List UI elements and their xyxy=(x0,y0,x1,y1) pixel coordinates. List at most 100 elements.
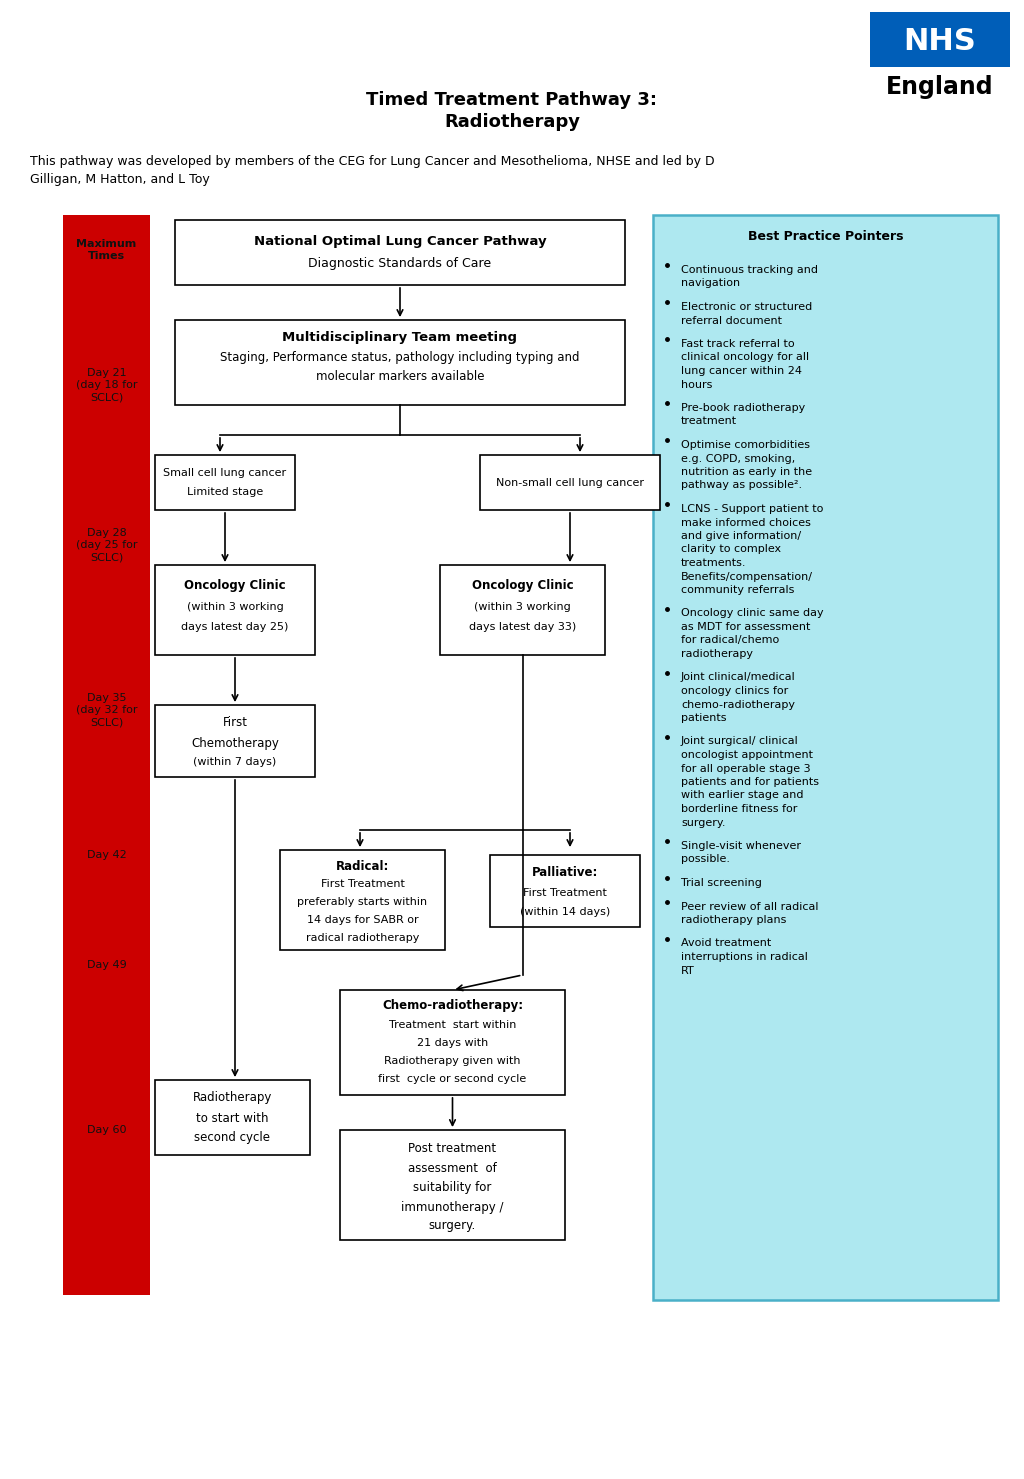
Text: Timed Treatment Pathway 3:: Timed Treatment Pathway 3: xyxy=(367,92,657,109)
Text: Fast track referral to: Fast track referral to xyxy=(681,339,795,349)
Text: (within 3 working: (within 3 working xyxy=(186,602,284,612)
Bar xyxy=(480,456,660,510)
Text: oncologist appointment: oncologist appointment xyxy=(681,750,813,760)
Text: 21 days with: 21 days with xyxy=(417,1038,488,1049)
Text: LCNS - Support patient to: LCNS - Support patient to xyxy=(681,504,823,515)
Text: Electronic or structured: Electronic or structured xyxy=(681,302,812,312)
Text: Day 49: Day 49 xyxy=(87,960,126,970)
Text: Treatment  start within: Treatment start within xyxy=(389,1021,516,1029)
Text: referral document: referral document xyxy=(681,315,782,325)
Text: interruptions in radical: interruptions in radical xyxy=(681,952,808,961)
Text: 14 days for SABR or: 14 days for SABR or xyxy=(306,916,419,924)
Text: patients: patients xyxy=(681,713,726,723)
Text: Radiotherapy given with: Radiotherapy given with xyxy=(384,1056,521,1066)
Bar xyxy=(155,565,315,655)
Text: assessment  of: assessment of xyxy=(409,1161,497,1174)
Text: Benefits/compensation/: Benefits/compensation/ xyxy=(681,571,813,581)
Text: Day 60: Day 60 xyxy=(87,1126,126,1134)
Text: nutrition as early in the: nutrition as early in the xyxy=(681,467,812,478)
Text: Multidisciplinary Team meeting: Multidisciplinary Team meeting xyxy=(283,331,517,345)
Text: Radical:: Radical: xyxy=(336,859,389,873)
Text: second cycle: second cycle xyxy=(195,1130,270,1143)
Text: First: First xyxy=(222,716,248,729)
Text: Avoid treatment: Avoid treatment xyxy=(681,939,771,948)
Text: for radical/chemo: for radical/chemo xyxy=(681,636,779,645)
Text: Best Practice Pointers: Best Practice Pointers xyxy=(748,231,903,244)
Text: Post treatment: Post treatment xyxy=(409,1142,497,1155)
Text: e.g. COPD, smoking,: e.g. COPD, smoking, xyxy=(681,454,796,463)
Text: treatments.: treatments. xyxy=(681,558,746,568)
Text: with earlier stage and: with earlier stage and xyxy=(681,790,804,800)
Text: This pathway was developed by members of the CEG for Lung Cancer and Mesotheliom: This pathway was developed by members of… xyxy=(30,155,715,186)
Bar xyxy=(870,12,1010,67)
Bar xyxy=(155,456,295,510)
Text: oncology clinics for: oncology clinics for xyxy=(681,686,788,697)
Text: as MDT for assessment: as MDT for assessment xyxy=(681,623,810,632)
Text: make informed choices: make informed choices xyxy=(681,518,811,528)
Text: Trial screening: Trial screening xyxy=(681,879,762,887)
Text: Day 21
(day 18 for
SCLC): Day 21 (day 18 for SCLC) xyxy=(76,368,137,402)
Text: Non-small cell lung cancer: Non-small cell lung cancer xyxy=(496,478,644,488)
Text: Continuous tracking and: Continuous tracking and xyxy=(681,265,818,275)
Bar xyxy=(175,319,625,405)
Text: clarity to complex: clarity to complex xyxy=(681,544,781,555)
Text: Peer review of all radical: Peer review of all radical xyxy=(681,902,818,911)
Bar xyxy=(340,989,565,1094)
Text: Palliative:: Palliative: xyxy=(531,867,598,880)
Text: (within 7 days): (within 7 days) xyxy=(194,757,276,768)
Text: Day 42: Day 42 xyxy=(87,850,126,859)
Text: Staging, Performance status, pathology including typing and: Staging, Performance status, pathology i… xyxy=(220,352,580,364)
Bar xyxy=(340,1130,565,1239)
Bar xyxy=(63,214,150,1296)
Text: Joint surgical/ clinical: Joint surgical/ clinical xyxy=(681,737,799,747)
Text: community referrals: community referrals xyxy=(681,586,795,595)
Text: first  cycle or second cycle: first cycle or second cycle xyxy=(379,1074,526,1084)
Text: surgery.: surgery. xyxy=(681,818,725,827)
Text: suitability for: suitability for xyxy=(414,1182,492,1195)
Text: navigation: navigation xyxy=(681,278,740,288)
Text: Radiotherapy: Radiotherapy xyxy=(444,112,580,132)
Text: Day 28
(day 25 for
SCLC): Day 28 (day 25 for SCLC) xyxy=(76,528,137,562)
Text: radical radiotherapy: radical radiotherapy xyxy=(306,933,419,944)
Text: chemo-radiotherapy: chemo-radiotherapy xyxy=(681,700,795,710)
Text: Small cell lung cancer: Small cell lung cancer xyxy=(164,467,287,478)
Bar xyxy=(155,705,315,776)
Text: National Optimal Lung Cancer Pathway: National Optimal Lung Cancer Pathway xyxy=(254,235,547,248)
Text: clinical oncology for all: clinical oncology for all xyxy=(681,352,809,362)
Text: to start with: to start with xyxy=(197,1112,268,1124)
Bar xyxy=(653,214,998,1300)
Text: Oncology clinic same day: Oncology clinic same day xyxy=(681,608,823,618)
Text: for all operable stage 3: for all operable stage 3 xyxy=(681,763,811,774)
Text: molecular markers available: molecular markers available xyxy=(315,370,484,383)
Bar xyxy=(280,850,445,950)
Text: radiotherapy: radiotherapy xyxy=(681,649,753,660)
Text: patients and for patients: patients and for patients xyxy=(681,776,819,787)
Text: First Treatment: First Treatment xyxy=(321,879,404,889)
Text: possible.: possible. xyxy=(681,855,730,865)
Text: First Treatment: First Treatment xyxy=(523,887,607,898)
Text: Oncology Clinic: Oncology Clinic xyxy=(184,578,286,592)
Text: days latest day 25): days latest day 25) xyxy=(181,623,289,632)
Text: RT: RT xyxy=(681,966,694,976)
Text: Chemo-radiotherapy:: Chemo-radiotherapy: xyxy=(382,1000,523,1013)
Text: Day 35
(day 32 for
SCLC): Day 35 (day 32 for SCLC) xyxy=(76,692,137,728)
Text: lung cancer within 24: lung cancer within 24 xyxy=(681,365,802,376)
Bar xyxy=(440,565,605,655)
Text: surgery.: surgery. xyxy=(429,1220,476,1232)
Text: borderline fitness for: borderline fitness for xyxy=(681,805,798,813)
Text: and give information/: and give information/ xyxy=(681,531,801,541)
Text: days latest day 33): days latest day 33) xyxy=(469,623,577,632)
Text: preferably starts within: preferably starts within xyxy=(297,896,428,907)
Text: (within 14 days): (within 14 days) xyxy=(520,907,610,917)
Text: England: England xyxy=(886,75,994,99)
Text: pathway as possible².: pathway as possible². xyxy=(681,481,802,491)
Text: Chemotherapy: Chemotherapy xyxy=(191,737,279,750)
Text: Pre-book radiotherapy: Pre-book radiotherapy xyxy=(681,402,805,413)
Text: Limited stage: Limited stage xyxy=(186,487,263,497)
Bar xyxy=(175,220,625,285)
Text: Single-visit whenever: Single-visit whenever xyxy=(681,842,801,850)
Text: Oncology Clinic: Oncology Clinic xyxy=(472,578,573,592)
Text: Joint clinical/medical: Joint clinical/medical xyxy=(681,673,796,682)
Text: Maximum
Times: Maximum Times xyxy=(77,238,136,262)
Bar xyxy=(155,1080,310,1155)
